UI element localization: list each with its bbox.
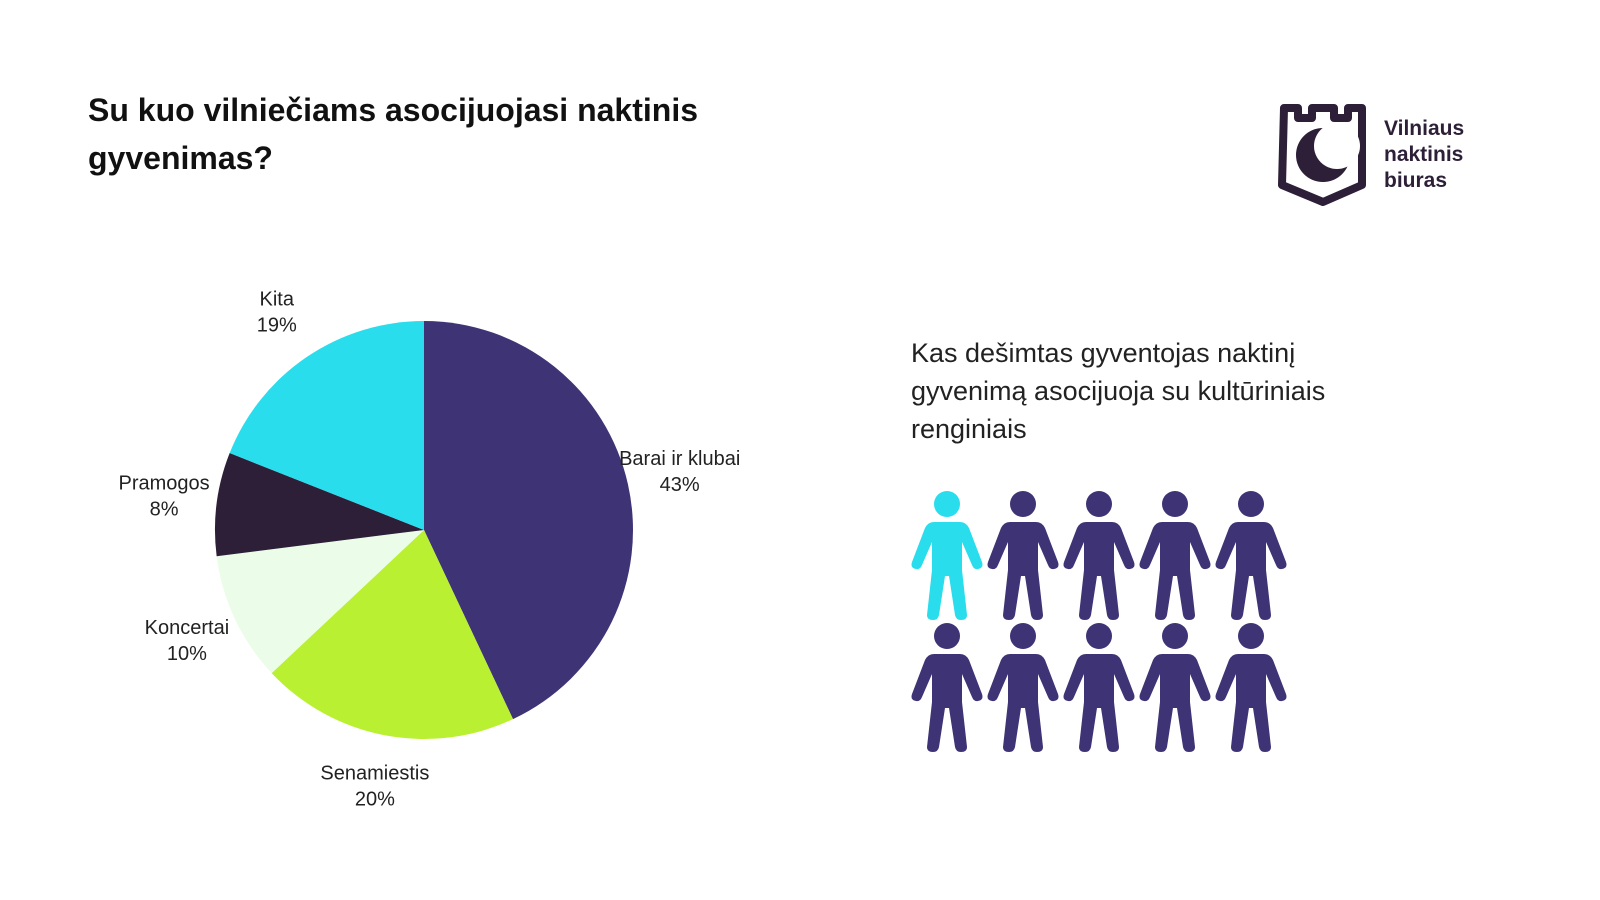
person-icon [1063,623,1135,752]
logo-tower [1278,104,1366,206]
people-icons [911,491,1287,752]
person-icon [1139,491,1211,620]
person-icon [1215,623,1287,752]
person-icon [987,491,1059,620]
person-icon [1215,491,1287,620]
person-icon [911,623,983,752]
pie-slice [215,453,424,557]
slice-label: Kita [259,289,294,311]
pie [215,321,633,739]
slice-label: Barai ir klubai [619,448,740,470]
person-icon [1063,491,1135,620]
pie-slice [229,321,424,530]
logo-moon-cut [1314,123,1360,169]
logo-text: biuras [1384,169,1447,192]
slice-label: Pramogos [118,472,209,494]
person-icon [1139,623,1211,752]
slice-label: Koncertai [145,617,230,639]
slice-value-label: 19% [257,315,297,337]
pie-slice [424,321,633,720]
slice-label: Senamiestis [320,763,429,785]
logo-text: naktinis [1384,143,1463,166]
callout-text: Kas dešimtas gyventojas naktinį gyvenimą… [911,338,1326,444]
slice-value-label: 10% [167,643,207,665]
person-icon [911,491,983,620]
pie-slice [216,530,424,674]
logo-text: Vilniaus [1384,117,1464,140]
chart-title: Su kuo vilniečiams asocijuojasi naktinis… [88,92,698,176]
slice-value-label: 43% [660,474,700,496]
pie-slice [271,530,513,739]
slice-value-label: 20% [355,789,395,811]
logo-mark [1278,104,1366,206]
person-icon [987,623,1059,752]
slice-value-label: 8% [150,498,179,520]
